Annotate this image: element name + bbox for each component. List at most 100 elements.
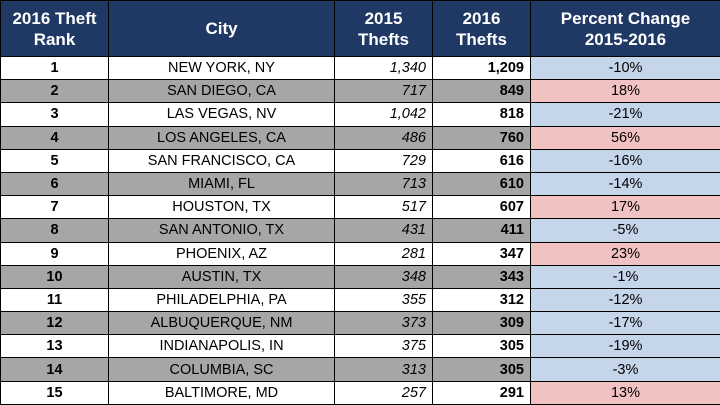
table-row: 12 ALBUQUERQUE, NM 373 309 -17%: [0, 311, 720, 336]
table-row: 9 PHOENIX, AZ 281 347 23%: [0, 241, 720, 266]
cell-thefts-2016: 305: [432, 334, 531, 359]
cell-city: LAS VEGAS, NV: [108, 102, 335, 127]
cell-thefts-2015: 431: [334, 218, 433, 243]
cell-city: COLUMBIA, SC: [108, 357, 335, 382]
cell-rank: 14: [0, 357, 109, 382]
cell-thefts-2016: 312: [432, 287, 531, 313]
cell-thefts-2016: 347: [432, 241, 531, 266]
table-row: 2 SAN DIEGO, CA 717 849 18%: [0, 79, 720, 104]
cell-thefts-2015: 713: [334, 171, 433, 197]
cell-pct-change: -10%: [530, 55, 720, 81]
header-pct_change-line: 2015-2016: [584, 29, 667, 49]
cell-city: PHILADELPHIA, PA: [108, 287, 335, 313]
cell-pct-change: -14%: [530, 171, 720, 197]
cell-pct-change: 56%: [530, 125, 720, 150]
header-pct_change: Percent Change 2015-2016: [530, 0, 720, 57]
cell-city: HOUSTON, TX: [108, 195, 335, 220]
cell-thefts-2015: 348: [334, 264, 433, 289]
cell-city: AUSTIN, TX: [108, 264, 335, 289]
cell-thefts-2016: 305: [432, 357, 531, 382]
cell-rank: 7: [0, 195, 109, 220]
cell-thefts-2016: 760: [432, 125, 531, 150]
table-row: 6 MIAMI, FL 713 610 -14%: [0, 171, 720, 197]
cell-rank: 2: [0, 79, 109, 104]
cell-pct-change: -5%: [530, 218, 720, 243]
cell-rank: 11: [0, 287, 109, 313]
cell-pct-change: 23%: [530, 241, 720, 266]
cell-rank: 1: [0, 55, 109, 81]
table-row: 13 INDIANAPOLIS, IN 375 305 -19%: [0, 334, 720, 359]
cell-city: SAN DIEGO, CA: [108, 79, 335, 104]
cell-thefts-2016: 1,209: [432, 55, 531, 81]
cell-pct-change: -21%: [530, 102, 720, 127]
cell-city: SAN FRANCISCO, CA: [108, 148, 335, 173]
cell-pct-change: -12%: [530, 287, 720, 313]
cell-thefts-2016: 291: [432, 380, 531, 405]
cell-rank: 5: [0, 148, 109, 173]
cell-rank: 4: [0, 125, 109, 150]
header-thefts_2015: 2015 Thefts: [334, 0, 433, 57]
table-row: 15 BALTIMORE, MD 257 291 13%: [0, 380, 720, 405]
header-city: City: [108, 0, 335, 57]
table-header: 2016 Theft Rank City 2015 Thefts 2016 Thefts Pe…: [0, 0, 720, 57]
cell-thefts-2016: 607: [432, 195, 531, 220]
cell-thefts-2016: 849: [432, 79, 531, 104]
cell-city: BALTIMORE, MD: [108, 380, 335, 405]
cell-pct-change: 13%: [530, 380, 720, 405]
table-row: 4 LOS ANGELES, CA 486 760 56%: [0, 125, 720, 150]
cell-city: INDIANAPOLIS, IN: [108, 334, 335, 359]
cell-city: LOS ANGELES, CA: [108, 125, 335, 150]
header-city-line: City: [205, 19, 238, 38]
cell-thefts-2016: 616: [432, 148, 531, 173]
cell-thefts-2016: 818: [432, 102, 531, 127]
cell-thefts-2015: 281: [334, 241, 433, 266]
cell-thefts-2015: 717: [334, 79, 433, 104]
header-pct_change-line: Percent Change: [560, 8, 691, 28]
cell-thefts-2016: 343: [432, 264, 531, 289]
cell-thefts-2015: 375: [334, 334, 433, 359]
cell-rank: 13: [0, 334, 109, 359]
table-row: 1 NEW YORK, NY 1,340 1,209 -10%: [0, 55, 720, 81]
table-row: 10 AUSTIN, TX 348 343 -1%: [0, 264, 720, 289]
cell-rank: 6: [0, 171, 109, 197]
table-row: 8 SAN ANTONIO, TX 431 411 -5%: [0, 218, 720, 243]
header-row: 2016 Theft Rank City 2015 Thefts 2016 Thefts Pe…: [0, 0, 720, 57]
cell-rank: 8: [0, 218, 109, 243]
cell-thefts-2016: 411: [432, 218, 531, 243]
cell-thefts-2015: 486: [334, 125, 433, 150]
cell-rank: 15: [0, 380, 109, 405]
cell-pct-change: -19%: [530, 334, 720, 359]
cell-rank: 12: [0, 311, 109, 336]
header-thefts_2015-line: Thefts: [358, 29, 409, 49]
cell-thefts-2016: 610: [432, 171, 531, 197]
cell-pct-change: -16%: [530, 148, 720, 173]
cell-thefts-2016: 309: [432, 311, 531, 336]
cell-thefts-2015: 517: [334, 195, 433, 220]
cell-city: MIAMI, FL: [108, 171, 335, 197]
header-thefts_2016: 2016 Thefts: [432, 0, 531, 57]
header-rank-line: Rank: [33, 29, 76, 49]
cell-city: SAN ANTONIO, TX: [108, 218, 335, 243]
table-row: 14 COLUMBIA, SC 313 305 -3%: [0, 357, 720, 382]
cell-city: PHOENIX, AZ: [108, 241, 335, 266]
header-thefts_2016-line: Thefts: [456, 29, 507, 49]
header-thefts_2016-line: 2016: [462, 8, 501, 28]
cell-city: NEW YORK, NY: [108, 55, 335, 81]
cell-pct-change: 18%: [530, 79, 720, 104]
header-thefts_2015-line: 2015: [364, 8, 403, 28]
cell-thefts-2015: 729: [334, 148, 433, 173]
cell-pct-change: 17%: [530, 195, 720, 220]
table-row: 5 SAN FRANCISCO, CA 729 616 -16%: [0, 148, 720, 173]
cell-rank: 10: [0, 264, 109, 289]
table-row: 7 HOUSTON, TX 517 607 17%: [0, 195, 720, 220]
table-body: 1 NEW YORK, NY 1,340 1,209 -10% 2 SAN DIEGO, C…: [0, 55, 720, 405]
cell-thefts-2015: 1,042: [334, 102, 433, 127]
cell-pct-change: -1%: [530, 264, 720, 289]
cell-pct-change: -17%: [530, 311, 720, 336]
header-rank-line: 2016 Theft: [12, 8, 97, 28]
cell-thefts-2015: 257: [334, 380, 433, 405]
cell-thefts-2015: 1,340: [334, 55, 433, 81]
cell-thefts-2015: 373: [334, 311, 433, 336]
table-row: 3 LAS VEGAS, NV 1,042 818 -21%: [0, 102, 720, 127]
